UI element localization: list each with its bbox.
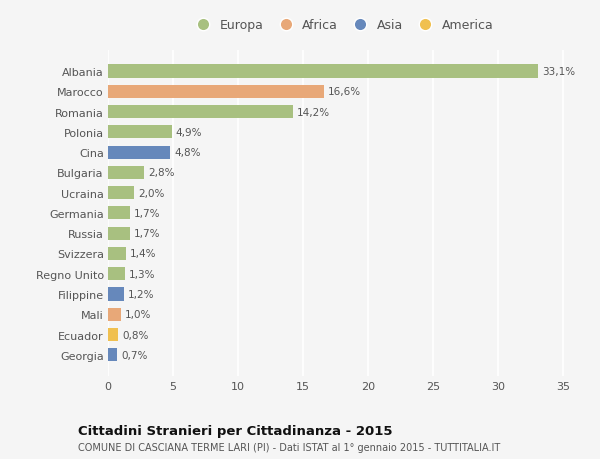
Bar [108,187,134,200]
Text: 33,1%: 33,1% [542,67,575,77]
Bar [108,247,126,260]
Bar [108,288,124,301]
Bar [108,227,130,240]
Bar [108,126,172,139]
Bar [108,328,118,341]
Bar [108,85,324,99]
Bar [108,106,293,119]
Text: 14,2%: 14,2% [296,107,329,118]
Bar [108,308,121,321]
Text: 4,9%: 4,9% [176,128,202,138]
Text: COMUNE DI CASCIANA TERME LARI (PI) - Dati ISTAT al 1° gennaio 2015 - TUTTITALIA.: COMUNE DI CASCIANA TERME LARI (PI) - Dat… [78,442,500,452]
Text: 16,6%: 16,6% [328,87,361,97]
Text: 1,7%: 1,7% [134,208,161,218]
Text: 1,4%: 1,4% [130,249,157,259]
Text: 2,0%: 2,0% [138,188,164,198]
Text: 1,2%: 1,2% [128,289,154,299]
Text: 0,7%: 0,7% [121,350,148,360]
Text: 1,3%: 1,3% [129,269,155,279]
Bar [108,348,117,362]
Bar [108,207,130,220]
Legend: Europa, Africa, Asia, America: Europa, Africa, Asia, America [191,19,493,32]
Text: 1,7%: 1,7% [134,229,161,239]
Text: 4,8%: 4,8% [175,148,201,158]
Text: 2,8%: 2,8% [148,168,175,178]
Bar [108,167,145,179]
Text: 0,8%: 0,8% [122,330,149,340]
Text: 1,0%: 1,0% [125,309,151,319]
Bar [108,268,125,280]
Bar [108,65,538,78]
Bar [108,146,170,159]
Text: Cittadini Stranieri per Cittadinanza - 2015: Cittadini Stranieri per Cittadinanza - 2… [78,425,392,437]
